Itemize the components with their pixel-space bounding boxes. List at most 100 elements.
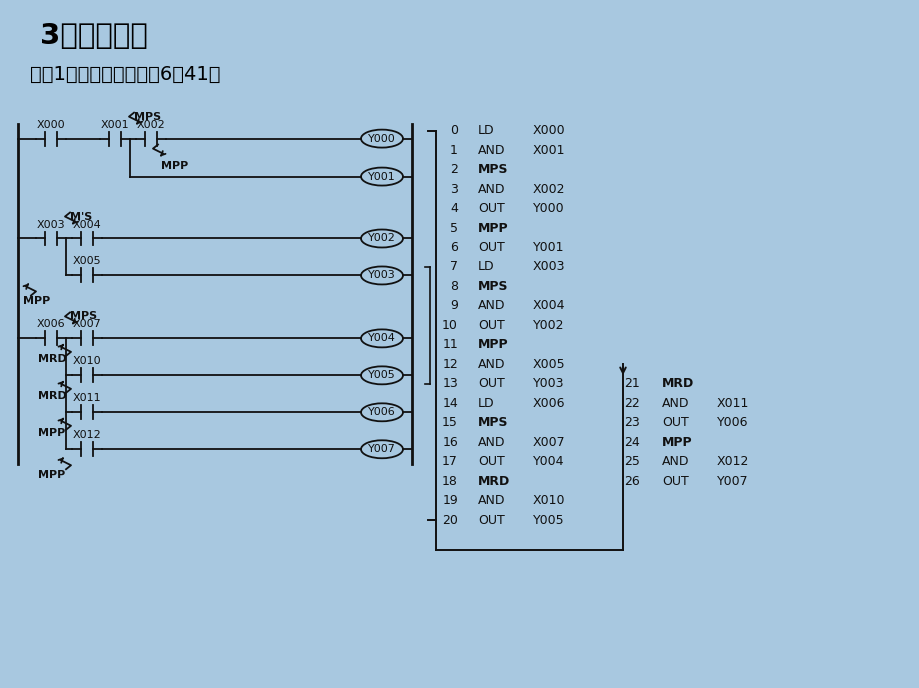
Text: X003: X003 [37,219,65,230]
Text: MPP: MPP [478,338,508,352]
Text: MPS: MPS [134,111,161,122]
Text: Y004: Y004 [532,455,564,469]
Text: MPP: MPP [478,222,508,235]
Text: MPP: MPP [38,428,65,438]
Text: 0: 0 [449,124,458,137]
Text: 17: 17 [442,455,458,469]
Text: 22: 22 [624,397,640,410]
Text: 25: 25 [623,455,640,469]
Text: MRD: MRD [38,354,67,364]
Text: Y001: Y001 [368,171,395,182]
Text: Y006: Y006 [716,416,748,429]
Text: Y007: Y007 [368,444,395,454]
Text: AND: AND [478,436,505,449]
Text: MPS: MPS [478,280,508,293]
Text: OUT: OUT [662,475,688,488]
Text: X002: X002 [532,182,565,195]
Text: LD: LD [478,124,494,137]
Text: Y004: Y004 [368,334,395,343]
Text: LD: LD [478,397,494,410]
Text: X000: X000 [532,124,565,137]
Text: 21: 21 [624,377,640,390]
Text: 23: 23 [624,416,640,429]
Text: 10: 10 [442,319,458,332]
Text: X006: X006 [37,319,65,330]
Text: AND: AND [662,397,688,410]
Text: Y002: Y002 [368,233,395,244]
Text: 16: 16 [442,436,458,449]
Text: Y005: Y005 [368,370,395,380]
Text: Y005: Y005 [532,514,564,527]
Text: 3: 3 [449,182,458,195]
Text: X001: X001 [100,120,130,129]
Text: Y000: Y000 [532,202,564,215]
Text: 18: 18 [442,475,458,488]
Text: MPP: MPP [23,297,51,306]
Text: MPS: MPS [478,416,508,429]
Text: 11: 11 [442,338,458,352]
Text: 12: 12 [442,358,458,371]
Text: MPP: MPP [662,436,692,449]
Text: X012: X012 [73,430,101,440]
Text: X005: X005 [532,358,565,371]
Text: AND: AND [478,144,505,157]
Text: 14: 14 [442,397,458,410]
Text: X010: X010 [73,356,101,366]
Text: 【例1】一层堆栈，如图6－41。: 【例1】一层堆栈，如图6－41。 [30,65,221,84]
Text: 15: 15 [442,416,458,429]
Text: 1: 1 [449,144,458,157]
Text: X007: X007 [532,436,565,449]
Text: Y007: Y007 [716,475,748,488]
Text: Y006: Y006 [368,407,395,418]
Text: OUT: OUT [478,455,505,469]
Text: 4: 4 [449,202,458,215]
Text: 9: 9 [449,299,458,312]
Text: 26: 26 [624,475,640,488]
Text: Y003: Y003 [532,377,564,390]
Text: 5: 5 [449,222,458,235]
Text: 24: 24 [624,436,640,449]
Text: X001: X001 [532,144,565,157]
Text: MPS: MPS [478,163,508,176]
Text: 7: 7 [449,261,458,273]
Text: Y000: Y000 [368,133,395,144]
Text: M'S: M'S [70,211,92,222]
Text: 2: 2 [449,163,458,176]
Text: AND: AND [478,358,505,371]
Text: MPP: MPP [161,160,188,171]
Text: X007: X007 [73,319,101,330]
Text: MRD: MRD [38,391,67,401]
Text: AND: AND [478,494,505,507]
Text: MRD: MRD [662,377,694,390]
Text: AND: AND [478,182,505,195]
Text: MRD: MRD [478,475,510,488]
Text: X005: X005 [73,257,101,266]
Text: X011: X011 [716,397,749,410]
Text: 20: 20 [442,514,458,527]
Text: OUT: OUT [478,319,505,332]
Text: 6: 6 [449,241,458,254]
Text: X004: X004 [73,219,101,230]
Text: Y003: Y003 [368,270,395,281]
Text: OUT: OUT [478,514,505,527]
Text: MPP: MPP [38,470,65,480]
Text: 3．编程应用: 3．编程应用 [40,22,148,50]
Text: AND: AND [478,299,505,312]
Text: OUT: OUT [478,202,505,215]
Text: X004: X004 [532,299,565,312]
Text: X006: X006 [532,397,565,410]
Text: X003: X003 [532,261,565,273]
Text: X010: X010 [532,494,565,507]
Text: OUT: OUT [662,416,688,429]
Text: OUT: OUT [478,377,505,390]
Text: X002: X002 [137,120,165,129]
Text: AND: AND [662,455,688,469]
Text: Y001: Y001 [532,241,564,254]
Text: LD: LD [478,261,494,273]
Text: 19: 19 [442,494,458,507]
Text: X012: X012 [716,455,749,469]
Text: Y002: Y002 [532,319,564,332]
Text: MPS: MPS [70,312,97,321]
Text: 13: 13 [442,377,458,390]
Text: OUT: OUT [478,241,505,254]
